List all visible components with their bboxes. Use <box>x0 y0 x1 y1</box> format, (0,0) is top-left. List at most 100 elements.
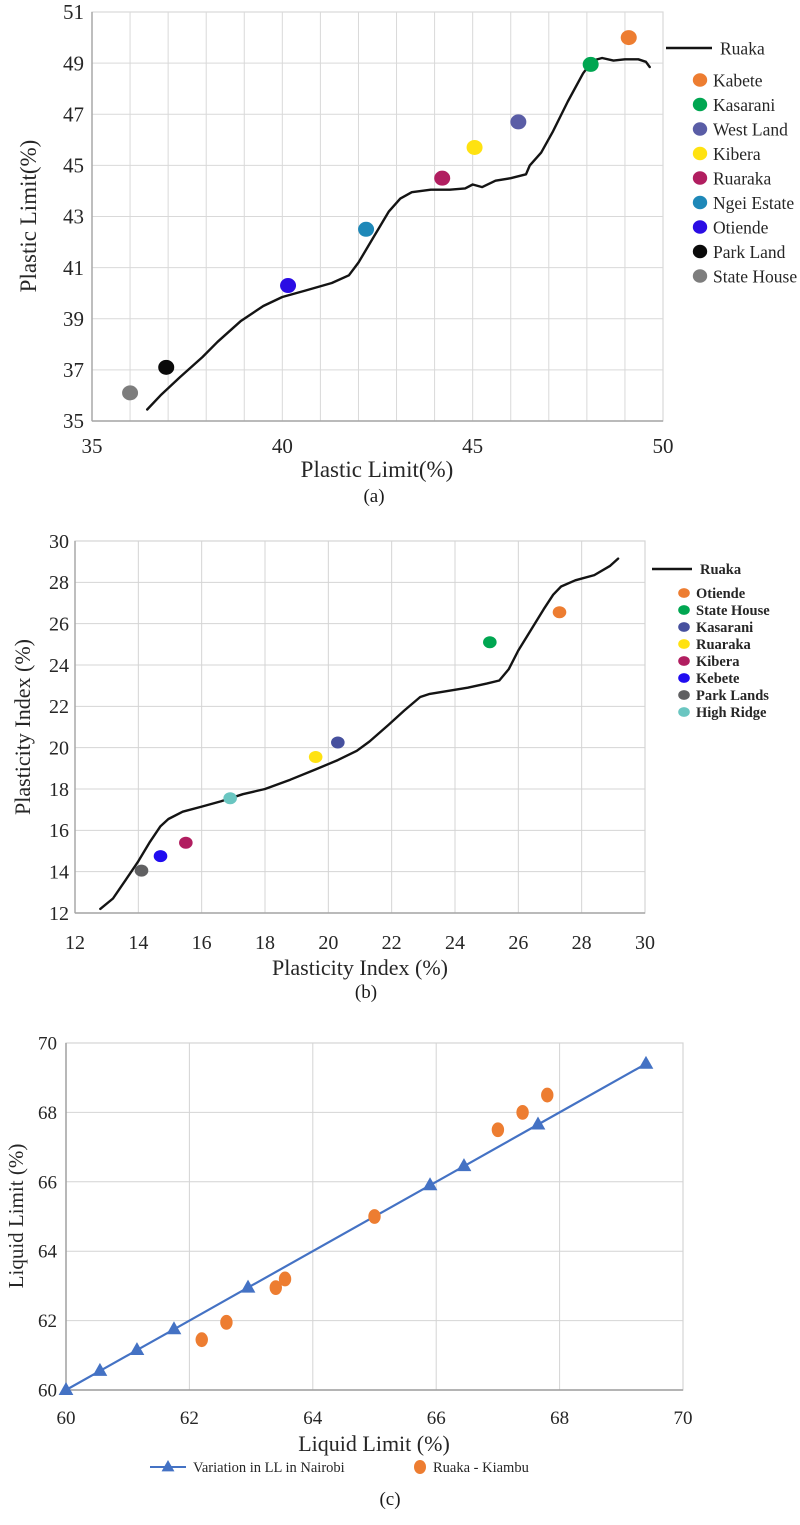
scatter-point-ruaka-kiambu <box>491 1122 505 1138</box>
scatter-point-high-ridge <box>223 792 237 805</box>
legend-label-ruaraka: Ruaraka <box>713 168 772 188</box>
x-axis-title: Plastic Limit(%) <box>301 457 454 482</box>
scatter-point-ruaka-kiambu <box>278 1271 292 1287</box>
legend-marker-kibera <box>692 146 708 161</box>
y-tick-label: 64 <box>38 1242 58 1263</box>
legend-marker-kabete <box>692 73 708 87</box>
triangle-marker-variation-in-ll-in-nairobi <box>240 1279 256 1293</box>
scatter-point-state-house <box>483 636 497 649</box>
triangle-marker-variation-in-ll-in-nairobi <box>58 1382 74 1395</box>
legend-marker-state-house <box>678 605 690 615</box>
legend-marker-kasarani <box>678 622 690 632</box>
scatter-point-west-land <box>510 114 527 130</box>
chart-c: 60 62 64 66 68 70 60 62 64 66 68 70 Liquid Limit (%)… <box>0 1010 800 1525</box>
legend-label-kebete: Kebete <box>696 671 740 687</box>
y-tick-label: 68 <box>38 1103 57 1124</box>
x-tick-label: 28 <box>572 932 592 954</box>
y-tick-label: 60 <box>38 1380 57 1401</box>
y-tick-label: 12 <box>49 903 69 925</box>
scatter-point-ruaraka <box>434 170 451 186</box>
scatter-point-kebete <box>153 850 168 863</box>
x-tick-label: 70 <box>674 1408 693 1429</box>
y-tick-label: 35 <box>63 409 84 433</box>
x-tick-label: 45 <box>462 434 483 458</box>
caption-c: (c) <box>379 1489 401 1510</box>
legend-marker-ruaka-kiambu <box>414 1460 426 1474</box>
legend-marker-high-ridge <box>678 707 690 717</box>
chart-c-canvas: 60 62 64 66 68 70 60 62 64 66 68 70 Liquid Limit (%)… <box>4 1033 693 1476</box>
triangle-marker-variation-in-ll-in-nairobi <box>638 1055 654 1069</box>
x-axis-title: Plasticity Index (%) <box>272 955 448 980</box>
legend-marker-kebete <box>678 673 690 683</box>
y-tick-label: 16 <box>49 820 69 842</box>
legend-marker-state-house <box>692 269 708 283</box>
legend-label-ruaka-kiambu: Ruaka - Kiambu <box>433 1460 529 1476</box>
legend-triangle-variation-in-ll-in-nairobi <box>161 1460 175 1472</box>
legend-label-ngei-estate: Ngei Estate <box>713 193 794 213</box>
legend-marker-kasarani <box>692 97 708 112</box>
y-tick-label: 62 <box>38 1311 57 1332</box>
x-tick-label: 30 <box>635 932 655 954</box>
legend-marker-ruaraka <box>692 171 708 185</box>
y-tick-label: 14 <box>49 861 69 883</box>
scatter-point-kabete <box>620 30 637 46</box>
x-tick-label: 22 <box>382 932 402 954</box>
y-tick-label: 49 <box>63 51 84 75</box>
legend-marker-ngei-estate <box>692 195 708 210</box>
legend-label-state-house: State House <box>696 603 770 619</box>
scatter-point-park-lands <box>134 864 149 877</box>
legend-label-west-land: West Land <box>713 119 788 139</box>
legend-marker-otiende <box>692 220 708 234</box>
y-tick-label: 22 <box>49 696 69 718</box>
legend-marker-park-land <box>692 244 708 259</box>
legend-marker-ruaraka <box>678 639 690 649</box>
y-tick-label: 30 <box>49 531 69 553</box>
scatter-point-park-land <box>158 359 175 375</box>
scatter-point-kasarani <box>582 56 599 72</box>
x-tick-label: 24 <box>445 932 465 954</box>
x-tick-label: 12 <box>65 932 85 954</box>
x-tick-label: 66 <box>427 1408 446 1429</box>
legend-label-park-land: Park Land <box>713 242 786 262</box>
scatter-point-ruaka-kiambu <box>195 1332 208 1348</box>
x-tick-label: 26 <box>508 932 528 954</box>
x-tick-label: 16 <box>192 932 212 954</box>
chart-b-canvas: 12 14 16 18 20 22 24 26 28 30 12 14 16 18 20 22 24 26 28 30… <box>10 531 770 980</box>
x-tick-label: 50 <box>653 434 674 458</box>
legend-label-otiende: Otiende <box>696 586 746 602</box>
chart-b: 12 14 16 18 20 22 24 26 28 30 12 14 16 18 20 22 24 26 28 30… <box>0 505 800 1010</box>
legend-label-kibera: Kibera <box>713 144 761 164</box>
scatter-point-ruaraka <box>308 750 323 763</box>
y-tick-label: 66 <box>38 1172 57 1193</box>
x-tick-label: 40 <box>272 434 293 458</box>
scatter-point-otiende <box>280 278 297 294</box>
y-tick-label: 20 <box>49 737 69 759</box>
legend-marker-otiende <box>678 588 690 598</box>
scatter-point-ruaka-kiambu <box>541 1087 554 1103</box>
caption-b: (b) <box>354 982 378 1003</box>
legend-label-ruaka: Ruaka <box>700 562 742 578</box>
legend-label-ruaraka: Ruaraka <box>696 637 752 653</box>
scatter-point-kibera <box>179 836 193 849</box>
legend-marker-kibera <box>678 656 690 666</box>
scatter-point-kasarani <box>331 736 345 749</box>
legend-label-kabete: Kabete <box>713 70 763 90</box>
scatter-point-ruaka-kiambu <box>269 1280 282 1296</box>
legend-label-kasarani: Kasarani <box>713 95 775 115</box>
y-tick-label: 26 <box>49 613 69 635</box>
scatter-point-otiende <box>552 606 567 619</box>
y-tick-label: 24 <box>49 655 69 677</box>
legend-label-park-lands: Park Lands <box>696 688 769 704</box>
x-tick-label: 68 <box>550 1408 569 1429</box>
x-tick-label: 20 <box>318 932 338 954</box>
y-tick-label: 70 <box>38 1033 57 1054</box>
scatter-point-ruaka-kiambu <box>368 1209 381 1224</box>
legend-label-variation-in-ll-in-nairobi: Variation in LL in Nairobi <box>193 1460 345 1476</box>
legend-label-state-house: State House <box>713 266 797 286</box>
y-tick-label: 28 <box>49 572 69 594</box>
legend-label-otiende: Otiende <box>713 217 769 237</box>
x-tick-label: 35 <box>82 434 103 458</box>
scatter-point-kibera <box>466 139 483 155</box>
legend-marker-west-land <box>692 122 708 136</box>
triangle-marker-variation-in-ll-in-nairobi <box>530 1116 546 1130</box>
